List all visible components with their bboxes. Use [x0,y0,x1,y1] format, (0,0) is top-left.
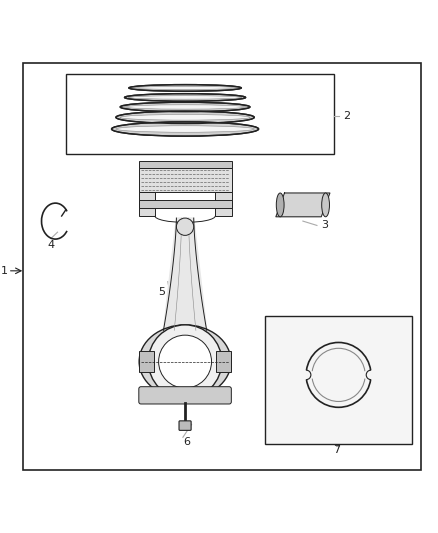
Bar [215,192,232,216]
Text: 5: 5 [159,287,166,297]
Text: 3: 3 [321,221,328,230]
Text: 1: 1 [0,266,7,276]
Ellipse shape [124,94,246,101]
Ellipse shape [132,86,238,90]
Circle shape [148,325,222,398]
Ellipse shape [116,111,254,124]
Bar [138,200,232,208]
Circle shape [177,218,194,236]
Text: 7: 7 [333,445,340,455]
Ellipse shape [120,102,250,112]
Bar [138,160,232,168]
Polygon shape [276,193,330,217]
Text: 6: 6 [183,437,190,447]
Ellipse shape [112,122,258,136]
Bar [138,192,155,216]
Polygon shape [163,218,207,330]
FancyBboxPatch shape [179,421,191,430]
Ellipse shape [139,325,231,398]
Circle shape [159,335,212,388]
Text: 2: 2 [343,111,350,121]
FancyBboxPatch shape [139,387,231,404]
Bar [265,316,412,444]
Bar [216,351,231,373]
Bar [139,351,154,373]
Text: 4: 4 [47,240,55,250]
Ellipse shape [321,193,329,217]
Ellipse shape [129,85,241,91]
Bar [66,74,334,154]
Ellipse shape [128,96,242,99]
Bar [138,168,232,192]
Ellipse shape [116,126,254,132]
Ellipse shape [120,115,250,120]
Ellipse shape [276,193,284,217]
Ellipse shape [124,105,246,109]
